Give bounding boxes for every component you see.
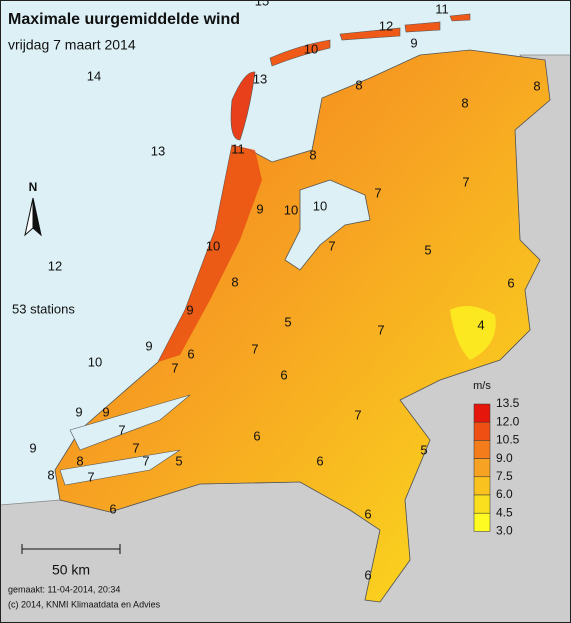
station-value: 6 (280, 367, 287, 382)
legend-swatch (473, 476, 491, 496)
station-value: 10 (284, 202, 298, 217)
legend-tick-label: 12.0 (496, 414, 520, 428)
station-value: 5 (420, 442, 427, 457)
station-value: 5 (175, 453, 182, 468)
station-value: 12 (48, 258, 62, 273)
station-value: 7 (87, 469, 94, 484)
station-value: 10 (88, 354, 102, 369)
scale-label: 50 km (52, 562, 90, 578)
island (230, 71, 256, 141)
wadden-islands (269, 13, 471, 67)
netherlands (54, 49, 551, 603)
station-value: 10 (304, 41, 318, 56)
made-date: gemaakt: 11-04-2014, 20:34 (8, 584, 120, 594)
station-value: 7 (328, 238, 335, 253)
station-value: 6 (507, 275, 514, 290)
station-value: 9 (75, 404, 82, 419)
legend-swatch (473, 440, 491, 459)
station-value: 9 (256, 201, 263, 216)
legend-tick-label: 4.5 (496, 505, 513, 519)
station-value: 6 (316, 453, 323, 468)
station-value: 8 (355, 77, 362, 92)
legend: 13.5 12.0 10.5 9.0 7.5 6.0 4.5 3.0 (473, 396, 520, 538)
station-value: 6 (253, 428, 260, 443)
station-value: 6 (109, 501, 116, 516)
legend-unit: m/s (473, 380, 491, 392)
station-value: 10 (313, 198, 327, 213)
north-arrow (24, 197, 42, 237)
station-value: 9 (410, 35, 417, 50)
copyright: (c) 2014, KNMI Klimaatdata en Advies (8, 599, 161, 609)
station-value: 9 (29, 440, 36, 455)
station-value: 13 (151, 143, 165, 158)
legend-swatch (473, 494, 491, 514)
station-value: 8 (309, 147, 316, 162)
station-value: 9 (145, 338, 152, 353)
station-value: 12 (379, 18, 393, 33)
estuaries (59, 394, 191, 486)
legend-swatch (473, 512, 491, 532)
station-value: 7 (132, 440, 139, 455)
scale-bar (21, 544, 121, 554)
station-value: 7 (142, 453, 149, 468)
legend-tick-label: 13.5 (496, 396, 520, 410)
subtitle: vrijdag 7 maart 2014 (8, 37, 136, 53)
station-value: 7 (171, 360, 178, 375)
station-value: 7 (354, 407, 361, 422)
station-value: 14 (87, 68, 101, 83)
station-value: 7 (374, 185, 381, 200)
station-value: 8 (47, 467, 54, 482)
station-value: 8 (231, 274, 238, 289)
legend-swatch (473, 403, 491, 423)
ijsselmeer (284, 179, 371, 271)
station-value: 7 (118, 422, 125, 437)
station-value: 8 (461, 95, 468, 110)
station-value: 5 (284, 314, 291, 329)
legend-tick-label: 10.5 (496, 433, 520, 447)
station-value: 13 (253, 71, 267, 86)
low-wind-area (450, 306, 496, 360)
station-value: 7 (462, 174, 469, 189)
station-value: 6 (364, 506, 371, 521)
station-value: 9 (186, 302, 193, 317)
legend-swatch (473, 421, 491, 441)
station-value: 8 (76, 453, 83, 468)
station-value: 7 (251, 341, 258, 356)
north-label: N (29, 180, 38, 194)
legend-tick-label: 7.5 (496, 469, 513, 483)
legend-tick-label: 9.0 (496, 451, 513, 465)
legend-tick-label: 3.0 (496, 524, 513, 538)
station-value: 7 (377, 322, 384, 337)
station-value: 4 (477, 317, 484, 332)
station-value: 6 (364, 567, 371, 582)
legend-tick-label: 6.0 (496, 487, 513, 501)
station-value: 15 (255, 0, 269, 8)
title: Maximale uurgemiddelde wind (8, 11, 240, 28)
station-value: 11 (435, 1, 449, 16)
station-value: 6 (187, 346, 194, 361)
station-value: 10 (206, 238, 220, 253)
station-count: 53 stations (12, 301, 75, 316)
legend-swatch (473, 458, 491, 478)
station-value: 11 (231, 141, 245, 156)
station-value: 8 (533, 78, 540, 93)
station-value: 5 (424, 242, 431, 257)
station-value: 9 (102, 404, 109, 419)
coastal-high-wind (158, 145, 262, 362)
